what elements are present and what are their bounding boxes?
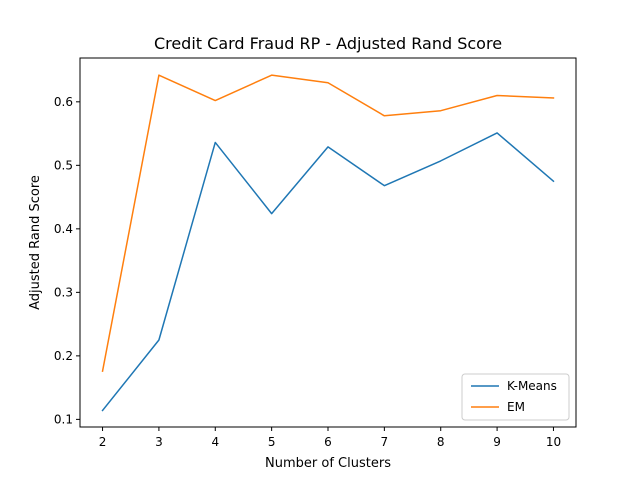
x-tick-label: 8 (437, 435, 445, 449)
y-tick-label: 0.6 (54, 95, 73, 109)
y-tick-label: 0.5 (54, 158, 73, 172)
x-tick-label: 3 (155, 435, 163, 449)
x-tick-label: 4 (211, 435, 219, 449)
series-line-k-means (101, 132, 555, 412)
series-layer (101, 74, 555, 412)
legend-label-kmeans: K-Means (507, 379, 557, 393)
series-line-em (101, 74, 555, 372)
x-tick-label: 10 (546, 435, 561, 449)
x-axis-ticks: 2 3 4 5 6 7 8 9 10 (99, 427, 561, 449)
y-axis-ticks: 0.1 0.2 0.3 0.4 0.5 0.6 (54, 95, 80, 426)
x-axis-label: Number of Clusters (265, 456, 391, 471)
x-tick-label: 2 (99, 435, 107, 449)
y-tick-label: 0.1 (54, 412, 73, 426)
x-tick-label: 5 (268, 435, 276, 449)
y-axis-label: Adjusted Rand Score (28, 175, 43, 310)
y-tick-label: 0.3 (54, 285, 73, 299)
x-tick-label: 9 (493, 435, 501, 449)
chart-title: Credit Card Fraud RP - Adjusted Rand Sco… (154, 34, 502, 53)
plot-area (80, 58, 576, 427)
x-tick-label: 7 (381, 435, 389, 449)
y-tick-label: 0.4 (54, 222, 73, 236)
legend-label-em: EM (507, 400, 525, 414)
x-tick-label: 6 (324, 435, 332, 449)
legend: K-Means EM (461, 373, 570, 421)
y-tick-label: 0.2 (54, 349, 73, 363)
